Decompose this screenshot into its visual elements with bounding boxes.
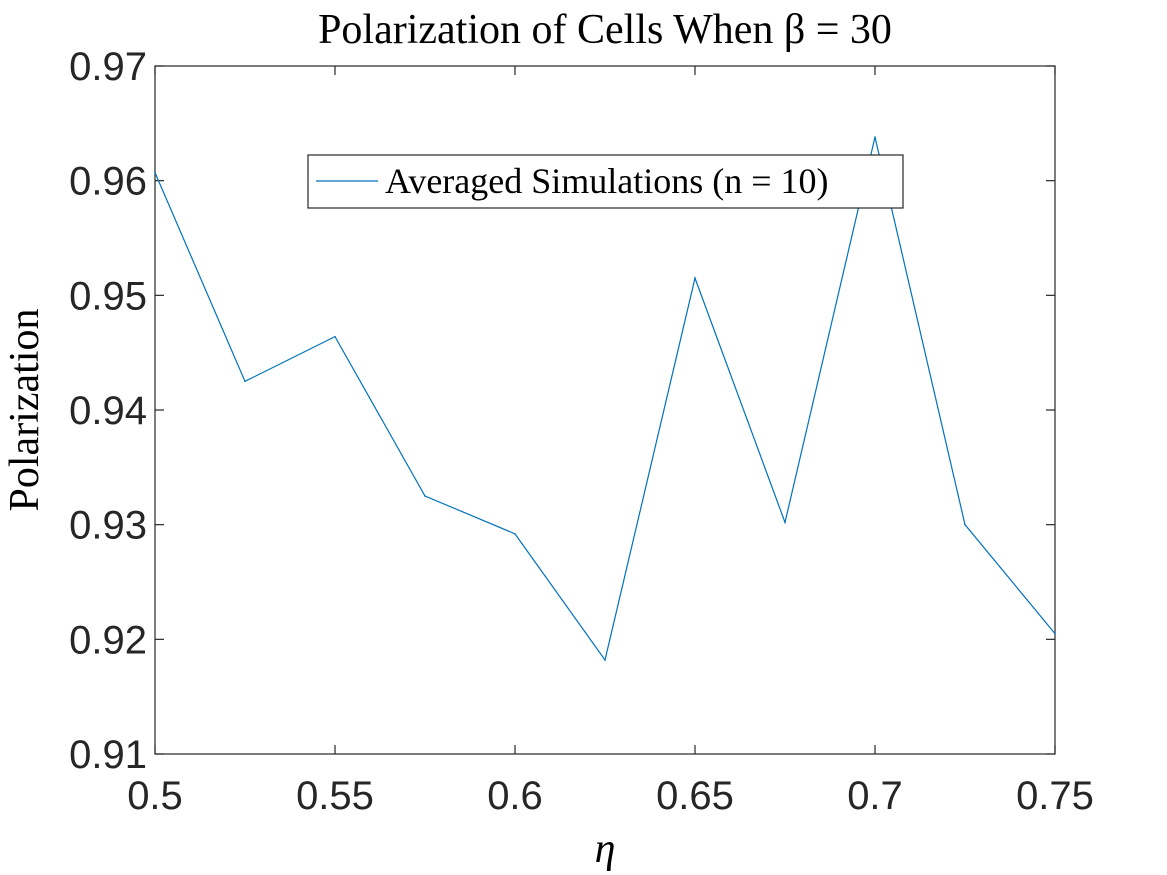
data-point [334, 335, 336, 338]
y-tick-label: 0.93 [69, 504, 147, 548]
data-point [154, 171, 156, 174]
data-point [244, 380, 246, 383]
y-axis-label: Polarization [2, 309, 48, 512]
y-tick-label: 0.92 [69, 618, 147, 662]
data-point [784, 521, 786, 524]
data-point [694, 277, 696, 279]
y-tick-label: 0.91 [69, 733, 147, 777]
x-tick-label: 0.7 [847, 774, 903, 818]
plot-area: 0.5 0.55 0.6 0.65 0.7 0.75 0.91 0.92 0.93 0.94 0.9… [69, 45, 1094, 818]
legend-entry-label: Averaged Simulations (n = 10) [385, 161, 829, 201]
x-tick-label: 0.55 [296, 774, 374, 818]
x-tick-label: 0.5 [127, 774, 183, 818]
y-tick-label: 0.94 [69, 389, 147, 433]
chart-title: Polarization of Cells When β = 30 [318, 7, 892, 53]
x-tick-label: 0.6 [487, 774, 543, 818]
legend: Averaged Simulations (n = 10) [307, 154, 904, 209]
y-tick-label: 0.97 [69, 45, 147, 89]
data-point [424, 495, 426, 497]
x-tick-label: 0.75 [1016, 774, 1094, 818]
y-tick-label: 0.95 [69, 274, 147, 318]
data-point [514, 533, 516, 535]
data-point [1054, 632, 1056, 635]
x-axis-label: η [595, 826, 616, 872]
x-tick-label: 0.65 [656, 774, 734, 818]
data-point [604, 659, 606, 661]
data-point [964, 523, 966, 526]
legend-box [307, 154, 904, 209]
data-point [874, 136, 876, 138]
y-tick-label: 0.96 [69, 160, 147, 204]
